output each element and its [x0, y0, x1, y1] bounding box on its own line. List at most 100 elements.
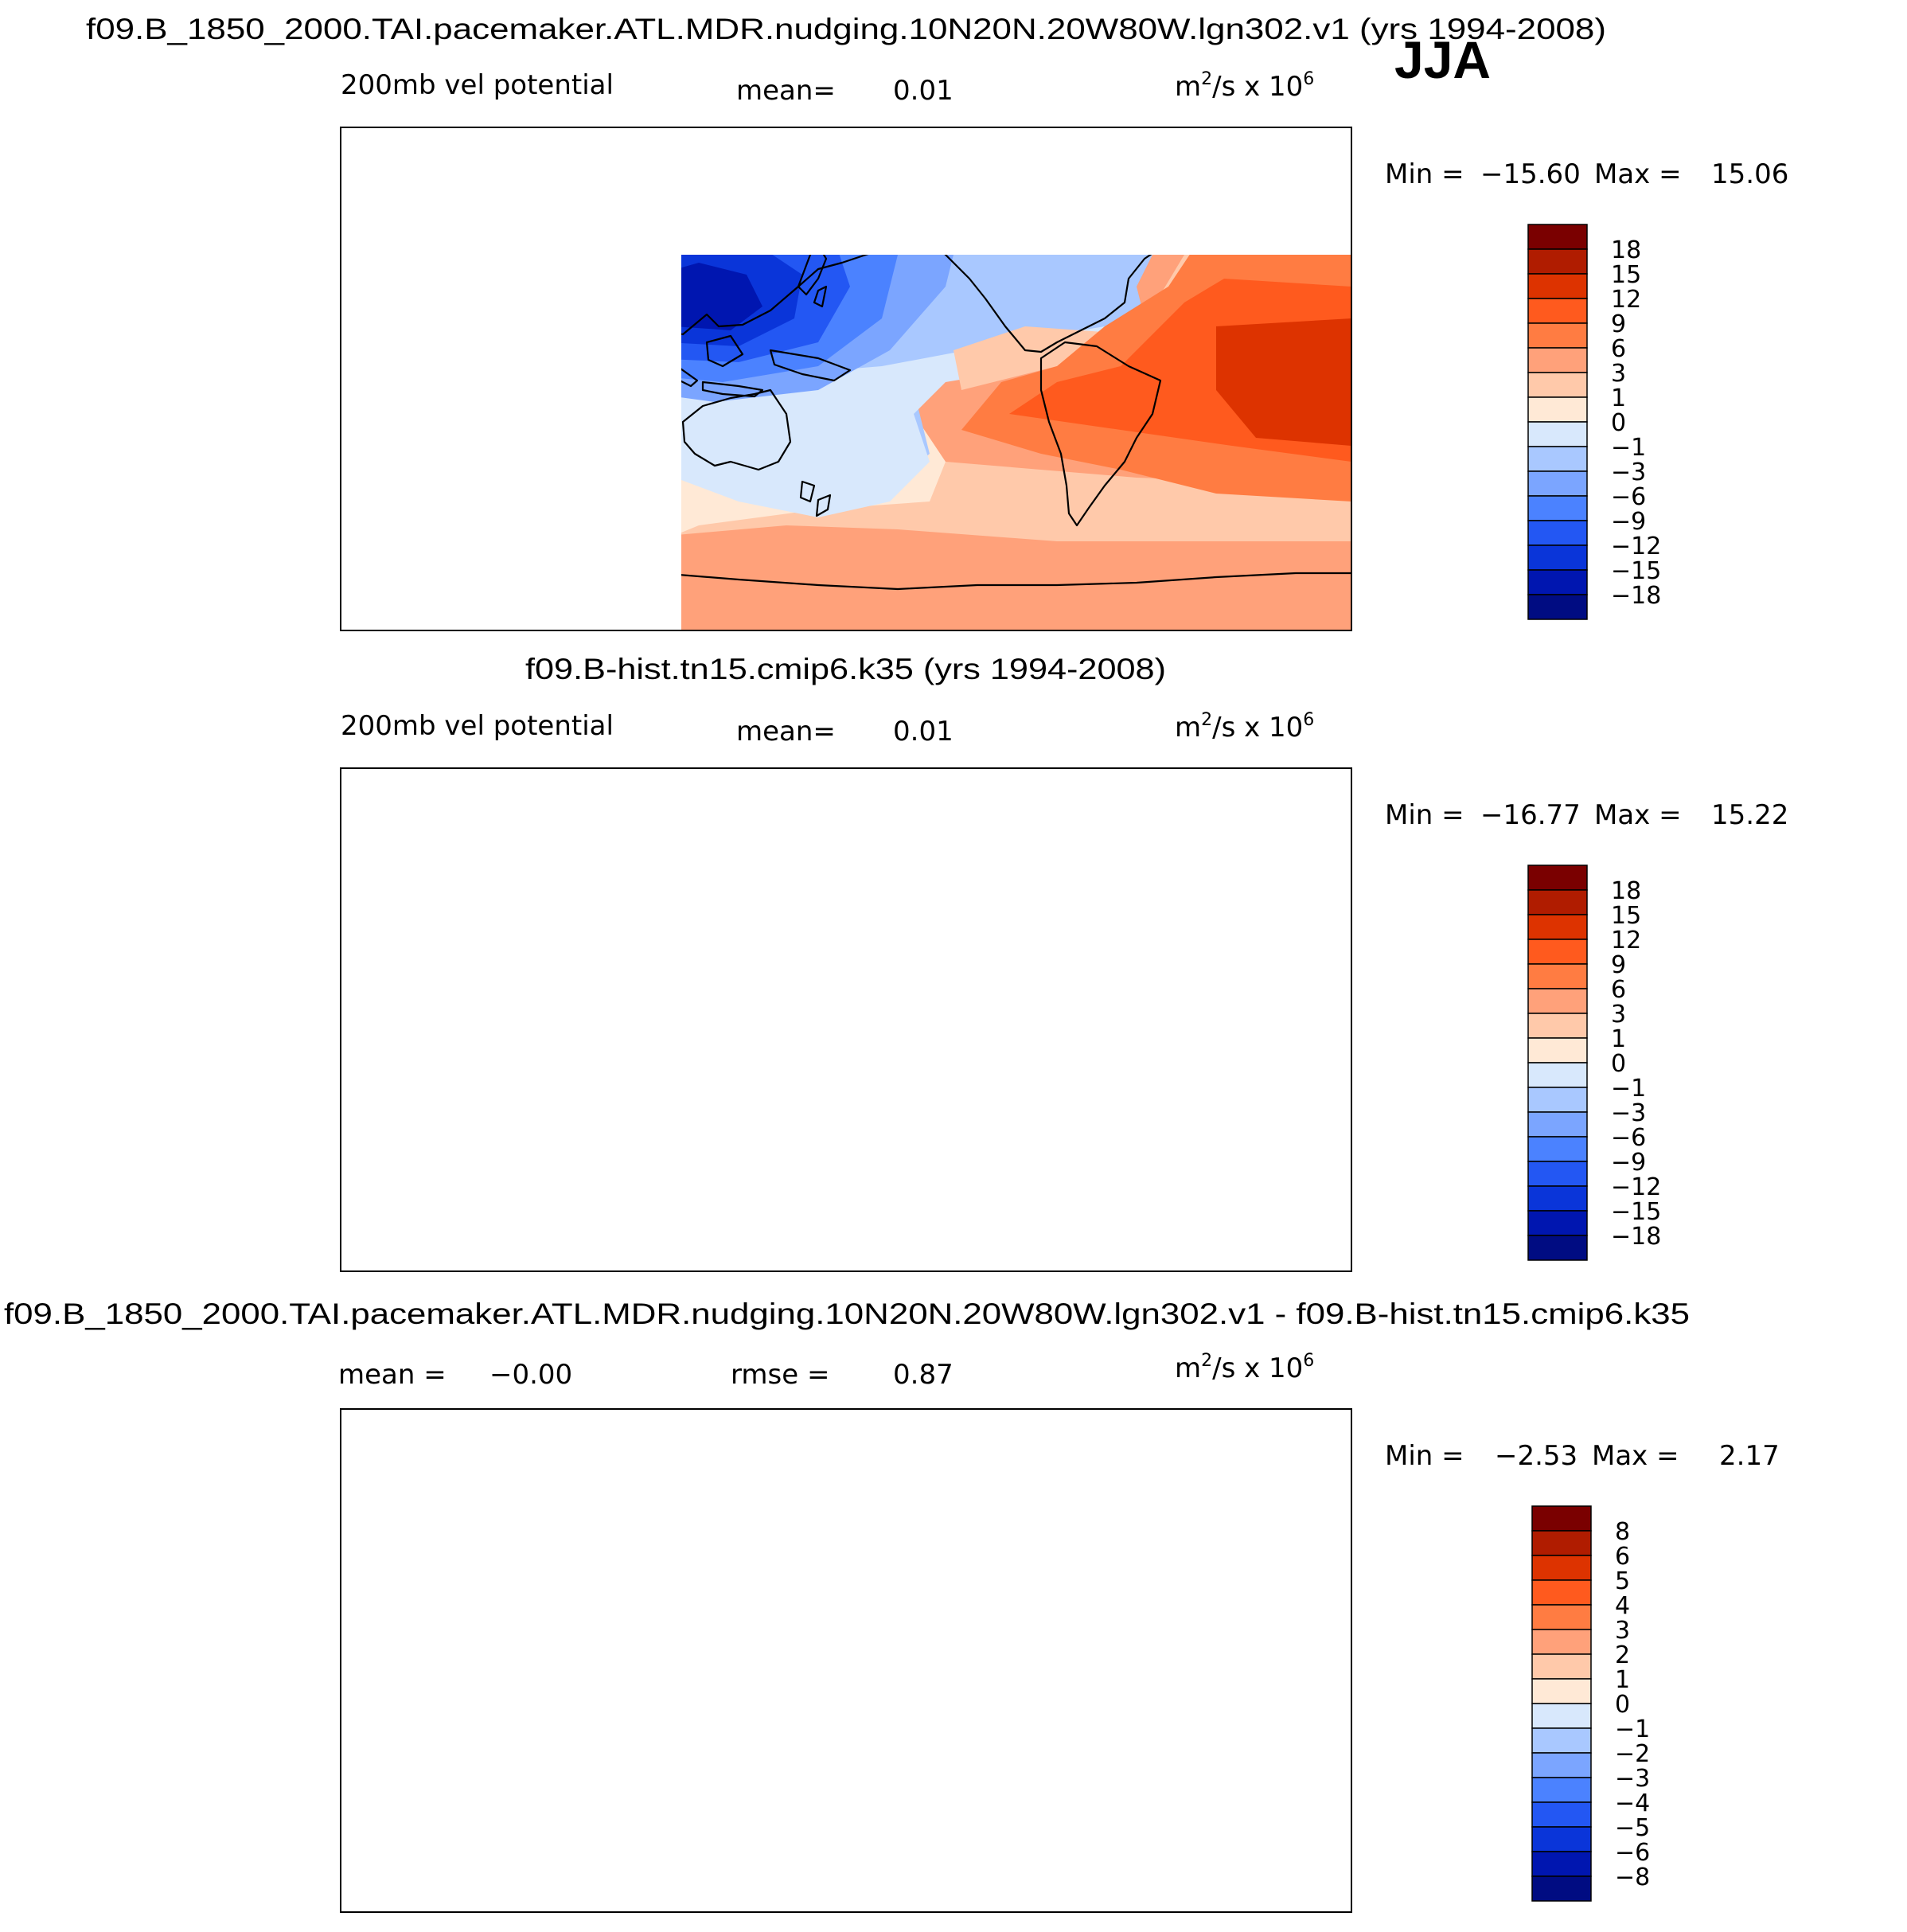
- panel-3-title: f09.B_1850_2000.TAI.pacemaker.ATL.MDR.nu…: [4, 1298, 1690, 1330]
- panel-2-max-value: 15.22: [1711, 799, 1788, 831]
- colorbar-tick-label: 0: [1611, 1050, 1626, 1078]
- colorbar-box: [1527, 298, 1588, 324]
- colorbar-tick-label: −1: [1615, 1715, 1650, 1743]
- panel-1-max-label: Max =: [1594, 158, 1682, 190]
- colorbar-box: [1527, 446, 1588, 472]
- panel-3-rmse-value: 0.87: [893, 1359, 954, 1391]
- colorbar-tick-label: 0: [1615, 1691, 1630, 1719]
- map-fill-west-core: [341, 983, 444, 1134]
- map-fill-east-pale: [954, 848, 1351, 1031]
- colorbar-tick-label: 12: [1611, 927, 1641, 954]
- colorbar-tick-label: −12: [1611, 1173, 1661, 1201]
- panel-3-map: [341, 1409, 1351, 1912]
- panel-1-title: f09.B_1850_2000.TAI.pacemaker.ATL.MDR.nu…: [86, 13, 1606, 45]
- panel-1-map: [341, 231, 1353, 630]
- colorbar-tick-label: −18: [1611, 1223, 1661, 1251]
- colorbar-box: [1527, 1087, 1588, 1113]
- colorbar-tick-label: −4: [1615, 1790, 1650, 1817]
- panel-2-frame: [340, 767, 1352, 1272]
- colorbar-box: [1531, 1826, 1592, 1852]
- colorbar-box: [1527, 865, 1588, 891]
- map-fill-blue-caribbean: [1041, 1600, 1109, 1636]
- panel-1: f09.B_1850_2000.TAI.pacemaker.ATL.MDR.nu…: [86, 13, 1788, 631]
- panel-1-mean-value: 0.01: [893, 75, 954, 107]
- map-fill-cream-middle: [500, 1409, 1216, 1912]
- panel-3-left-value: −0.00: [489, 1359, 572, 1391]
- colorbar-box: [1527, 1111, 1588, 1138]
- colorbar-tick-label: −15: [1611, 1198, 1661, 1226]
- colorbar-tick-label: 1: [1611, 384, 1626, 412]
- colorbar-box: [1527, 1210, 1588, 1236]
- panel-2-mean-label: mean=: [736, 716, 836, 747]
- colorbar-box: [1527, 1185, 1588, 1212]
- map-fill-pale-salmon: [675, 1505, 961, 1791]
- map-fill-background: [341, 768, 1351, 1271]
- colorbar-tick-label: −5: [1615, 1814, 1650, 1842]
- map-fill-west-red: [341, 959, 540, 1126]
- colorbar-tick-label: 18: [1611, 877, 1641, 905]
- map-fill-cream-band: [595, 1039, 938, 1198]
- colorbar-tick-label: −3: [1611, 459, 1646, 486]
- colorbar-tick-label: −6: [1615, 1839, 1650, 1867]
- colorbar-box: [1527, 1235, 1588, 1261]
- panel-1-min-value: −15.60: [1480, 158, 1581, 190]
- map-fill-pale-blue: [500, 919, 1152, 1158]
- panel-3: f09.B_1850_2000.TAI.pacemaker.ATL.MDR.nu…: [4, 1298, 1780, 1913]
- panel-1-left-label: 200mb vel potential: [341, 69, 614, 101]
- season-label: JJA: [1394, 30, 1491, 89]
- colorbar-tick-label: −3: [1615, 1765, 1650, 1793]
- map-fill-west-orange: [341, 864, 556, 1158]
- map-fill-north-band: [341, 768, 1351, 808]
- panel-3-frame: [340, 1408, 1352, 1913]
- colorbar-tick-label: −18: [1611, 582, 1661, 610]
- map-fill-blue-core: [651, 900, 810, 979]
- map-fill-blue-west-core: [460, 1648, 532, 1688]
- colorbar-tick-label: 4: [1615, 1592, 1630, 1620]
- map-fill-east-orange: [961, 872, 1351, 1142]
- colorbar-box: [1527, 396, 1588, 423]
- panel-2-left-label: 200mb vel potential: [341, 710, 614, 742]
- panel-3-rmse-label: rmse =: [731, 1359, 829, 1391]
- panel-2-title: f09.B-hist.tn15.cmip6.k35 (yrs 1994-2008…: [525, 653, 1166, 685]
- map-fill-east-core: [1216, 318, 1351, 446]
- colorbar-box: [1527, 1062, 1588, 1088]
- panel-2-units: m2/s x 106: [1175, 710, 1314, 744]
- colorbar-tick-label: −1: [1611, 1075, 1646, 1103]
- panel-3-min-value: −2.53: [1495, 1440, 1577, 1472]
- map-fill-blue-west: [372, 1560, 643, 1751]
- colorbar-tick-label: 12: [1611, 286, 1641, 314]
- map-fill-west-orange: [341, 231, 548, 509]
- colorbar-box: [1527, 1013, 1588, 1039]
- map-fill-cream-southwest: [341, 1855, 524, 1912]
- panel-1-max-value: 15.06: [1711, 158, 1788, 190]
- colorbar-tick-label: 3: [1611, 360, 1626, 388]
- colorbar-tick-label: 9: [1611, 310, 1626, 338]
- colorbar-box: [1527, 889, 1588, 915]
- map-fill-background: [341, 1409, 1351, 1912]
- panel-3-max-value: 2.17: [1719, 1440, 1780, 1472]
- colorbar-box: [1531, 1555, 1592, 1581]
- colorbar-box: [1527, 1037, 1588, 1064]
- colorbar-tick-label: 15: [1611, 261, 1641, 289]
- colorbar-tick-label: 9: [1611, 951, 1626, 979]
- colorbar-box: [1527, 988, 1588, 1014]
- map-fill-blue-core: [681, 263, 762, 330]
- coastlines: [341, 1433, 1351, 1875]
- colorbar-tick-label: 0: [1611, 409, 1626, 437]
- panel-3-max-label: Max =: [1592, 1440, 1679, 1472]
- panel-1-frame: [340, 127, 1352, 631]
- colorbar-box: [1527, 372, 1588, 398]
- colorbar-box: [1527, 322, 1588, 349]
- panel-3-units: m2/s x 106: [1175, 1351, 1314, 1384]
- colorbar-tick-label: 15: [1611, 902, 1641, 930]
- colorbar-box: [1531, 1801, 1592, 1828]
- colorbar-tick-label: 6: [1611, 976, 1626, 1004]
- colorbar-box: [1527, 1136, 1588, 1162]
- map-fill-east-darkest: [1296, 1019, 1351, 1043]
- colorbar-box: [1531, 1875, 1592, 1902]
- map-fill-blue-strong: [536, 828, 906, 1031]
- colorbar-tick-label: −6: [1611, 483, 1646, 511]
